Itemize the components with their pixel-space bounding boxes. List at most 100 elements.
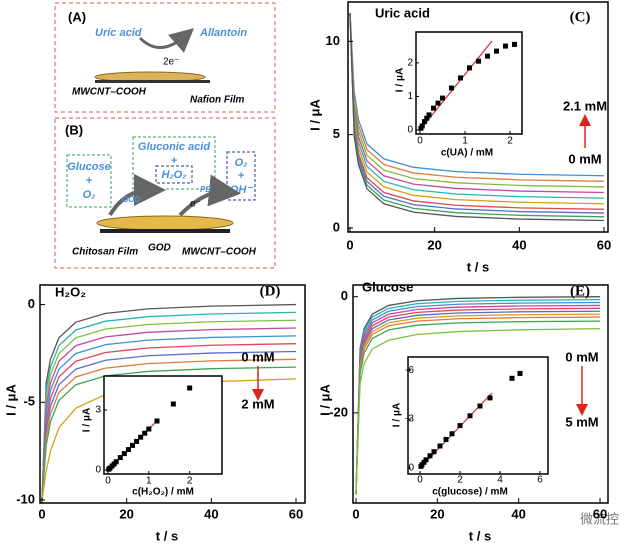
inset-x-label: c(glucose) / mM — [432, 487, 508, 498]
current-curve — [41, 335, 297, 501]
data-point — [125, 447, 131, 453]
y-tick-label: 0 — [333, 219, 340, 234]
data-point — [187, 385, 193, 391]
y-tick-label: 10 — [326, 33, 340, 48]
god-label: GOD — [148, 243, 171, 254]
gluconic-box — [132, 136, 216, 190]
plus: + — [238, 170, 245, 182]
data-point — [146, 426, 152, 432]
plot-frame — [347, 1, 609, 233]
data-point — [422, 119, 427, 125]
current-curve — [349, 13, 605, 199]
pb: PB — [200, 185, 211, 194]
current-curve — [41, 350, 297, 501]
x-tick-label: 0 — [352, 506, 359, 521]
annotation: 0 mM — [568, 151, 601, 166]
chart-title: Uric acid — [375, 5, 430, 20]
hydroxide: OH⁻ — [230, 184, 254, 196]
electrode-label: MWCNT–COOH — [72, 87, 147, 98]
inset-background — [416, 32, 522, 134]
x-tick-label: 60 — [593, 506, 607, 521]
god: GOD — [122, 195, 140, 204]
current-curve — [41, 343, 297, 501]
film-label: Chitosan Film — [72, 247, 138, 258]
chart-title: H₂O₂ — [55, 284, 86, 299]
data-point — [138, 434, 144, 440]
data-point — [443, 436, 449, 442]
data-point — [494, 48, 499, 54]
substrate: Uric acid — [95, 27, 142, 39]
data-point — [512, 41, 517, 47]
y-tick-label: -3 — [405, 414, 414, 425]
data-point — [423, 457, 429, 463]
reaction-arrow — [138, 28, 195, 53]
panel-frame — [54, 117, 276, 269]
x-tick-label: 2 — [507, 136, 513, 147]
panel-a: (A) Uric acid Allantoin 2e⁻ MWCNT–COOH N… — [54, 2, 276, 113]
current-curve — [355, 320, 601, 495]
data-point — [117, 455, 123, 461]
y-axis-label: I / μA — [317, 383, 332, 415]
y-tick-label: 0 — [95, 465, 101, 476]
panel-label: (D) — [260, 283, 281, 299]
current-curve — [41, 358, 297, 501]
panel-label: (C) — [570, 9, 591, 25]
data-point — [431, 449, 437, 455]
data-point — [130, 442, 135, 448]
y-tick-label: 5 — [333, 126, 340, 141]
annotation: 5 mM — [565, 414, 598, 429]
data-point — [419, 123, 425, 129]
data-point — [503, 43, 508, 49]
y-tick-label: -6 — [405, 365, 414, 376]
current-curve — [349, 13, 605, 188]
x-tick-label: 20 — [119, 506, 133, 521]
y-tick-label: 0 — [28, 296, 35, 311]
plus: + — [171, 155, 178, 167]
y-tick-label: 2 — [407, 57, 413, 68]
x-axis-label: t / s — [467, 259, 489, 274]
x-tick-label: 0 — [38, 506, 45, 521]
product: Allantoin — [199, 27, 247, 39]
gluconic-acid: Gluconic acid — [138, 141, 210, 153]
oxygen: O₂ — [83, 189, 96, 201]
current-curve — [349, 13, 605, 205]
watermark: 微流控 — [580, 511, 619, 526]
x-tick-label: 2 — [457, 475, 463, 486]
current-curve — [355, 328, 601, 495]
annotation: 2.1 mM — [563, 98, 607, 113]
current-curve — [355, 316, 601, 495]
x-tick-label: 1 — [462, 136, 468, 147]
electrode-label: MWCNT–COOH — [182, 247, 257, 258]
inset-x-label: c(UA) / mM — [441, 148, 493, 159]
oxygen: O₂ — [235, 157, 248, 169]
x-tick-label: 1 — [146, 476, 152, 487]
annotation: 2 mM — [241, 396, 274, 411]
panel-label: (E) — [570, 283, 590, 299]
data-point — [424, 115, 430, 121]
x-tick-label: 40 — [512, 237, 526, 252]
x-tick-label: 0 — [417, 475, 423, 486]
inset-x-label: c(H₂O₂) / mM — [132, 487, 194, 498]
y-tick-label: 1 — [407, 91, 413, 102]
data-point — [170, 401, 176, 407]
data-point — [467, 65, 472, 71]
x-tick-label: 0 — [346, 237, 353, 252]
current-curve — [41, 311, 297, 501]
data-point — [517, 370, 523, 376]
y-tick-label: 0 — [408, 463, 414, 474]
data-point — [449, 85, 454, 91]
film-label: Nafion Film — [190, 95, 245, 106]
current-curve — [349, 13, 605, 194]
x-tick-label: 40 — [204, 506, 218, 521]
film — [95, 80, 210, 83]
panel-b: (B) Glucose + O₂ Gluconic acid + H₂O₂ O₂… — [54, 117, 276, 269]
y-axis-label: I / μA — [3, 383, 18, 415]
y-tick-label: 0 — [341, 288, 348, 303]
glucose: Glucose — [67, 161, 110, 173]
x-tick-label: 2 — [187, 476, 193, 487]
current-curve — [41, 366, 297, 501]
y-tick-label: 0 — [407, 125, 413, 136]
x-tick-label: 4 — [497, 475, 503, 486]
panel-frame — [54, 2, 276, 113]
